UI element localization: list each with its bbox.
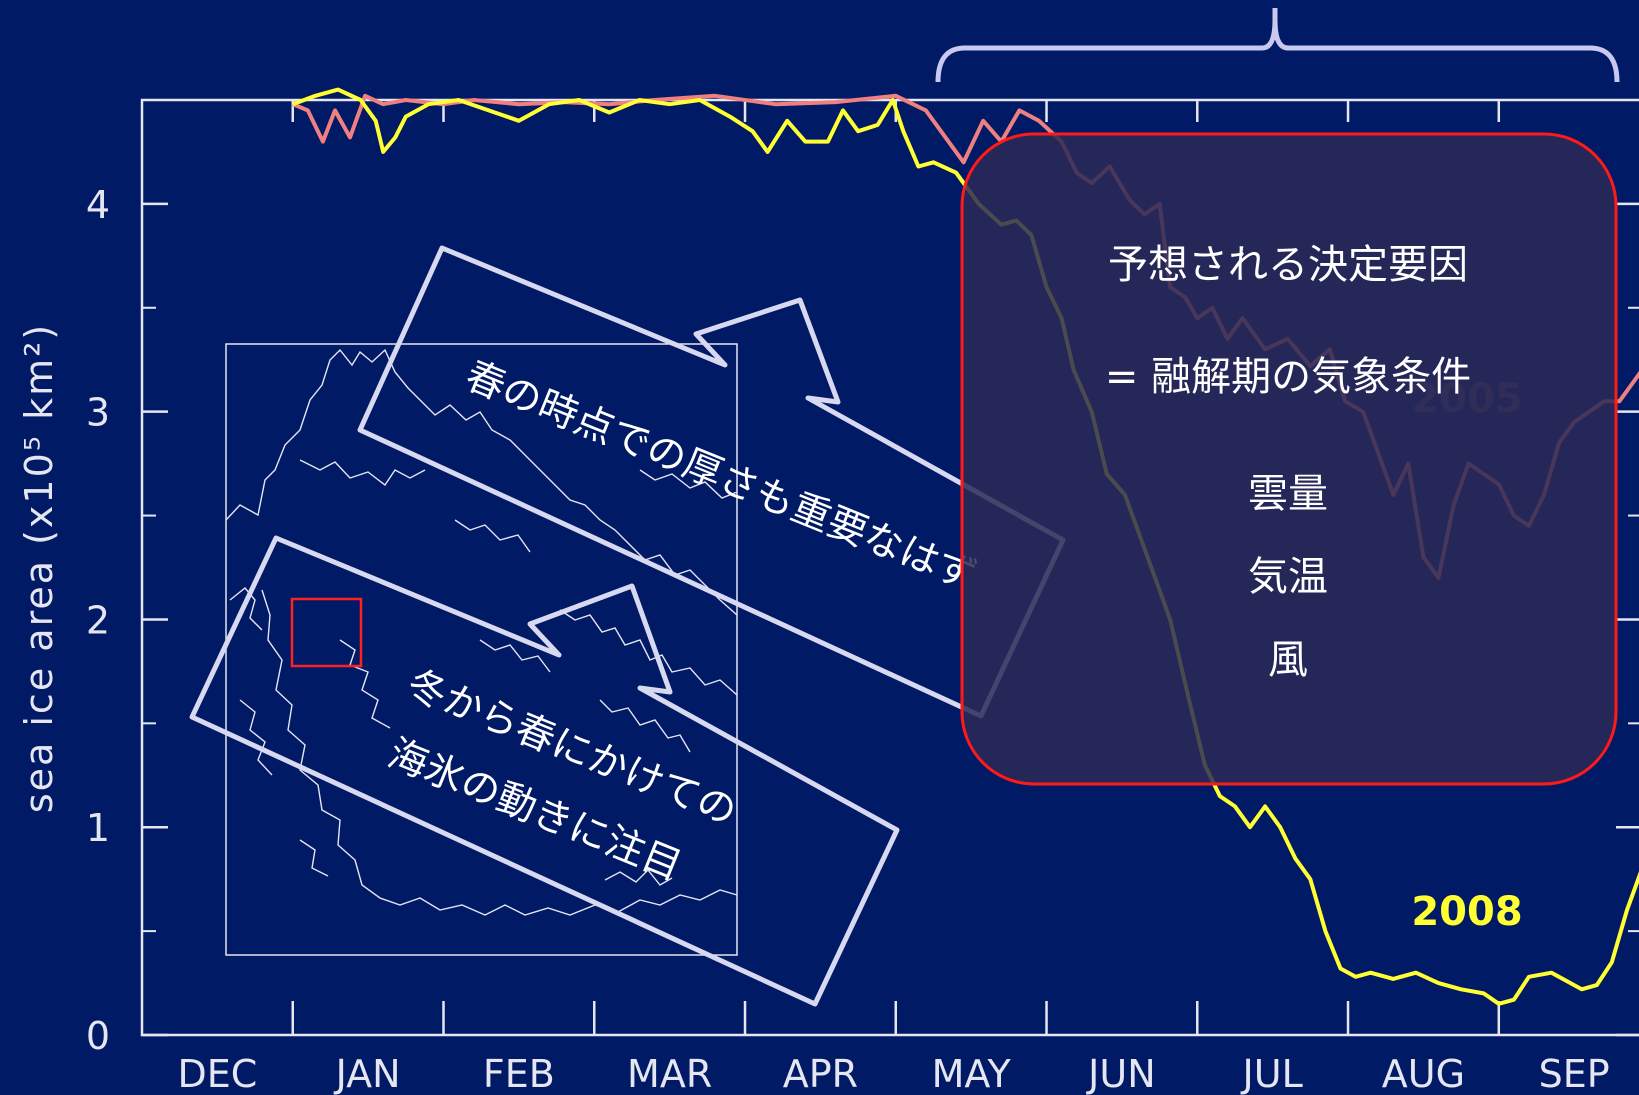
y-axis-label: sea ice area (x10⁵ km²) <box>17 323 61 813</box>
box-title: 予想される決定要因 <box>1108 242 1468 288</box>
x-tick-label: MAY <box>932 1052 1012 1095</box>
x-tick-label: JUN <box>1086 1052 1155 1095</box>
y-tick-label: 4 <box>86 183 110 227</box>
y-tick-label: 2 <box>86 598 110 642</box>
x-tick-label: DEC <box>177 1052 257 1095</box>
determinants-box-frame <box>960 132 1618 786</box>
x-tick-label: SEP <box>1539 1052 1610 1095</box>
y-tick-label: 1 <box>86 806 110 850</box>
box-subtitle: = 融解期の気象条件 <box>1105 354 1471 400</box>
x-tick-label: MAR <box>627 1052 712 1095</box>
box-item-wind: 風 <box>1268 637 1308 683</box>
box-item-cloud: 雲量 <box>1248 471 1328 517</box>
arrow-lower-shape <box>189 535 900 1007</box>
arrow-upper-shape <box>357 245 1066 719</box>
study-region-box <box>290 597 363 668</box>
x-tick-label: JUL <box>1241 1052 1303 1095</box>
box-item-temperature: 気温 <box>1248 554 1328 600</box>
coastline <box>225 348 738 916</box>
x-axis: DEC JAN FEB MAR APR MAY JUN JUL AUG SEP <box>177 100 1610 1095</box>
y-axis: 0 1 2 3 4 <box>86 183 1639 1058</box>
x-tick-label: AUG <box>1382 1052 1465 1095</box>
x-tick-label: FEB <box>483 1052 555 1095</box>
y-tick-label: 3 <box>86 391 110 435</box>
y-tick-label: 0 <box>86 1014 110 1058</box>
determinants-box: 予想される決定要因 = 融解期の気象条件 雲量 気温 風 <box>960 132 1618 786</box>
x-tick-label: APR <box>783 1052 858 1095</box>
x-tick-label: JAN <box>334 1052 401 1095</box>
year-label-2008: 2008 <box>1411 889 1522 935</box>
